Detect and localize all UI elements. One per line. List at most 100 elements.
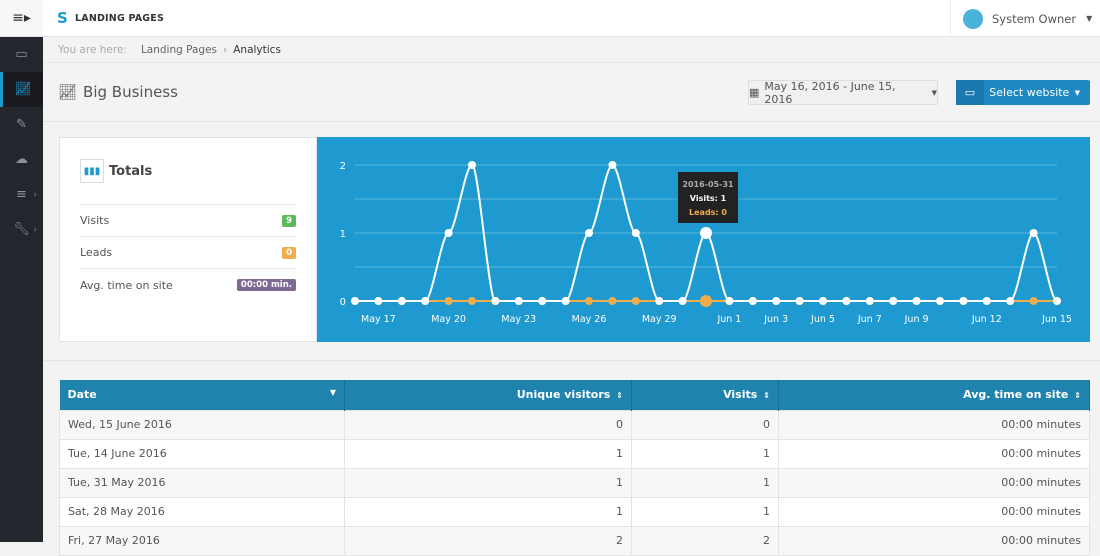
caret-down-icon: ▼ [1074,88,1080,97]
data-point-visits [772,297,781,305]
breadcrumb-separator: › [223,43,228,56]
analytics-table: Date ▼ Unique visitors ⇕ Visits ⇕ Avg. time… [59,380,1090,556]
table-cell: Tue, 31 May 2016 [59,467,345,498]
table-cell: 1 [631,438,779,469]
table-cell: Tue, 14 June 2016 [59,438,345,469]
x-tick-label: May 26 [572,314,607,325]
select-website-button[interactable]: ▭ Select website ▼ [956,80,1090,105]
caret-down-icon: ▼ [1086,14,1093,23]
totals-label: Leads [80,246,113,259]
totals-row-visits: Visits 9 [80,205,296,237]
sidebar-item-tools[interactable]: 🔧︎ › [0,212,43,247]
data-point-visits [655,297,664,305]
breadcrumb-landing-pages[interactable]: Landing Pages [140,43,218,56]
laptop-icon: ▭ [956,80,984,105]
table-cell: 2 [344,525,632,556]
x-tick-label: Jun 12 [971,314,1002,325]
x-tick-label: May 20 [431,314,466,325]
data-point-visits [678,297,687,305]
data-point-visits [585,229,593,237]
calendar-icon: ▦ [749,86,760,99]
chart-tooltip: 2016-05-31 Visits: 1 Leads: 0 [677,171,739,224]
totals-title: Totals [109,163,153,179]
sidebar-item-cloud[interactable]: ☁ [0,142,43,177]
data-point-leads [468,297,476,305]
leads-badge: 0 [282,246,296,259]
sidebar-item-analytics[interactable]: 📈︎ [0,72,43,107]
avatar [963,8,983,29]
totals-row-avg-time: Avg. time on site 00:00 min. [80,269,296,301]
wrench-icon: 🔧︎ [13,222,30,237]
data-point-visits [514,297,523,305]
data-point-visits [795,297,804,305]
page-title: 📈︎ Big Business [58,83,178,101]
breadcrumb-analytics: Analytics [233,43,281,56]
table-cell: 2 [631,525,779,556]
user-menu[interactable]: System Owner ▼ [950,0,1100,37]
table-row: Tue, 14 June 2016 1 1 00:00 minutes [59,438,1090,469]
app-name: LANDING PAGES [75,12,165,24]
data-point-visits [631,229,640,237]
table-cell: 1 [631,467,779,498]
caret-down-icon: ▼ [931,88,937,97]
visits-chart[interactable]: 0 1 2 May 17 May 20 May 23 May 26 May 29 Jun 1 Ju… [317,137,1090,342]
data-point-visits [912,297,921,305]
table-cell: 00:00 minutes [778,438,1090,469]
sidebar-item-settings[interactable]: ≡ › [0,177,43,212]
x-tick-label: May 29 [642,314,677,325]
sort-icon: ⇕ [763,391,770,401]
data-point-visits [397,297,406,305]
table-cell: 1 [344,467,632,498]
sidebar-item-websites[interactable]: ▭ [0,37,43,72]
data-point-visits [889,297,898,305]
chevron-right-icon: › [33,225,37,234]
sliders-icon: ≡ [16,187,27,202]
logo[interactable]: S LANDING PAGES [57,9,164,27]
data-point-leads [444,297,453,305]
header-label: Avg. time on site [963,388,1069,402]
data-point-leads [700,295,712,307]
data-point-visits [561,297,570,305]
x-tick-label: May 17 [361,314,396,325]
chevron-right-icon: › [33,190,37,199]
visits-badge: 9 [282,214,296,227]
menu-toggle-button[interactable]: ≡▸ [0,0,43,37]
cloud-icon: ☁ [15,152,28,167]
tooltip-date: 2016-05-31 [682,180,734,189]
data-point-visits [491,297,500,305]
sidebar-item-edit[interactable]: ✎ [0,107,43,142]
table-cell: 00:00 minutes [778,467,1090,498]
header-label: Unique visitors [516,388,611,402]
data-point-visits [865,297,874,305]
sidebar: ≡▸ ▭ 📈︎ ✎ ☁ ≡ › 🔧︎ › [0,0,43,542]
chart-svg: 0 1 2 May 17 May 20 May 23 May 26 May 29 Jun 1 Ju… [340,161,1072,325]
column-header-unique-visitors[interactable]: Unique visitors ⇕ [344,380,632,410]
data-point-visits [421,297,430,305]
tooltip-visits: Visits: 1 [689,194,727,203]
y-tick-label: 2 [340,161,346,172]
totals-label: Avg. time on site [80,278,173,292]
date-range-picker[interactable]: ▦ May 16, 2016 - June 15, 2016 ▼ [748,80,938,106]
x-tick-label: Jun 15 [1041,314,1072,325]
x-tick-label: Jun 9 [904,314,929,325]
breadcrumb-label: You are here: [58,43,127,56]
totals-label: Visits [80,214,110,227]
data-point-visits [538,297,547,305]
topbar: S LANDING PAGES System Owner ▼ [43,0,1100,37]
data-point-visits [608,161,617,169]
table-row: Fri, 27 May 2016 2 2 00:00 minutes [59,525,1090,556]
column-header-date[interactable]: Date ▼ [59,380,345,410]
data-point-visits [936,297,944,305]
data-point-visits [1053,297,1061,305]
edit-icon: ✎ [16,117,27,132]
data-point-visits [819,297,827,305]
column-header-avg-time[interactable]: Avg. time on site ⇕ [778,380,1090,410]
header-label: Visits [723,388,758,402]
data-point-leads [585,297,593,305]
totals-header: ▮▮▮ Totals [80,138,296,205]
column-header-visits[interactable]: Visits ⇕ [631,380,779,410]
y-tick-label: 0 [340,297,346,308]
sort-icon: ⇕ [1074,391,1081,401]
analytics-panel: ▮▮▮ Totals Visits 9 Leads 0 Avg. time on si… [59,137,1090,342]
table-cell: 0 [344,409,632,440]
